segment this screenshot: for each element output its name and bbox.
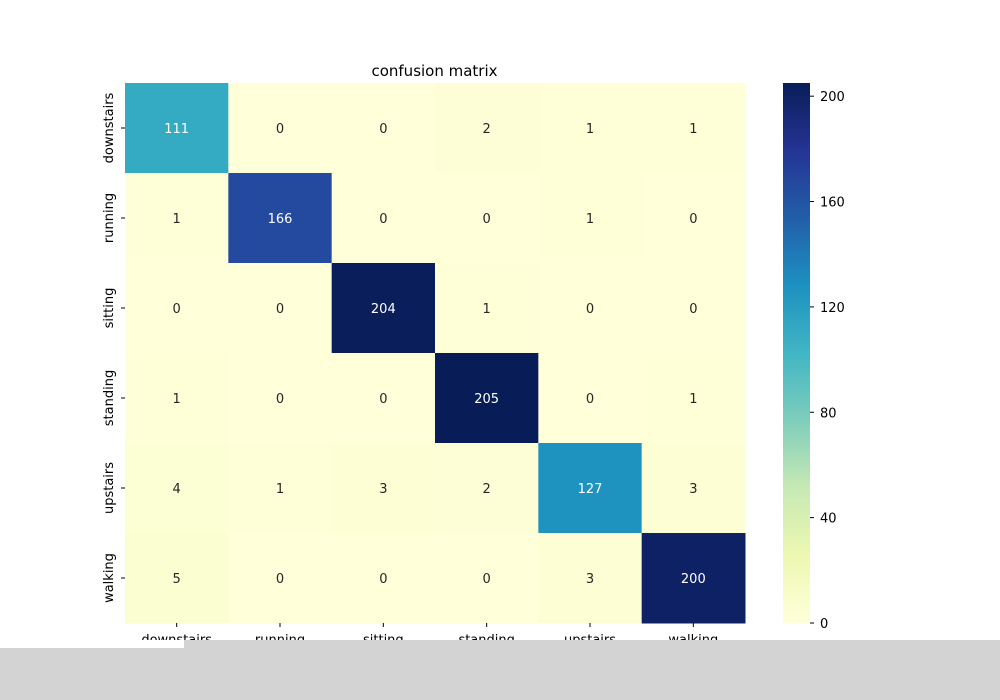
cell-value-label: 1 [689, 122, 697, 137]
cell-value-label: 2 [483, 482, 491, 497]
cell-value-label: 1 [586, 122, 594, 137]
cell-value-label: 1 [586, 212, 594, 227]
heatmap-cell [641, 443, 746, 534]
heatmap-cell [538, 443, 643, 534]
heatmap-cell [125, 533, 229, 624]
cell-value-label: 2 [483, 122, 491, 137]
cell-value-label: 0 [379, 122, 387, 137]
colorbar-tick-label: 0 [820, 617, 828, 632]
heatmap-cell [435, 83, 539, 174]
cell-value-label: 0 [276, 392, 284, 407]
cell-value-label: 0 [483, 572, 491, 587]
heatmap-cell [538, 173, 643, 264]
heatmap-cell [331, 353, 436, 444]
cell-value-label: 0 [379, 392, 387, 407]
heatmap-cell [228, 533, 333, 624]
heatmap-cell [641, 533, 746, 624]
cell-value-label: 0 [689, 302, 697, 317]
cell-value-label: 0 [586, 302, 594, 317]
cell-value-label: 200 [681, 572, 706, 587]
y-tick-label: sitting [102, 288, 117, 329]
cell-value-label: 5 [173, 572, 181, 587]
heatmap-cell [538, 83, 643, 174]
heatmap-cell [228, 83, 333, 174]
cell-value-label: 3 [586, 572, 594, 587]
heatmap-cell [125, 263, 229, 354]
cell-value-label: 1 [689, 392, 697, 407]
heatmap-cell [228, 263, 333, 354]
y-tick-label: downstairs [102, 92, 117, 163]
heatmap-cell [125, 173, 229, 264]
heatmap-cell [228, 443, 333, 534]
cell-value-label: 1 [276, 482, 284, 497]
heatmap-annotations: 111 0 0 2 1 11 166 0 0 1 00 0 204 1 0 01 0 0 205 0 14 1 3 2 127 3… [164, 122, 705, 587]
cell-value-label: 0 [586, 392, 594, 407]
heatmap-cell [331, 443, 436, 534]
heatmap-cell [435, 443, 539, 534]
cell-value-label: 0 [689, 212, 697, 227]
colorbar-gradient [783, 83, 810, 623]
heatmap-cell [228, 173, 333, 264]
heatmap-cell [641, 173, 746, 264]
cell-value-label: 3 [689, 482, 697, 497]
heatmap-cell [125, 443, 229, 534]
colorbar-tick-label: 80 [820, 406, 837, 421]
cell-value-label: 205 [474, 392, 499, 407]
heatmap-cell [435, 173, 539, 264]
colorbar-tick-label: 40 [820, 512, 837, 527]
y-tick-label: running [102, 193, 117, 243]
heatmap-cell [641, 83, 746, 174]
cell-value-label: 1 [483, 302, 491, 317]
cell-value-label: 3 [379, 482, 387, 497]
heatmap-cell [331, 173, 436, 264]
cell-value-label: 0 [173, 302, 181, 317]
heatmap-cell [641, 353, 746, 444]
bottom-gray-band [0, 640, 1000, 700]
cell-value-label: 0 [276, 122, 284, 137]
heatmap-cells [125, 83, 746, 624]
cell-value-label: 0 [483, 212, 491, 227]
heatmap-cell [435, 353, 539, 444]
y-tick-label: upstairs [102, 462, 117, 514]
cell-value-label: 127 [578, 482, 603, 497]
heatmap-cell [538, 263, 643, 354]
heatmap-cell [435, 533, 539, 624]
cell-value-label: 0 [379, 572, 387, 587]
heatmap-cell [125, 353, 229, 444]
colorbar-tick-label: 120 [820, 301, 845, 316]
cell-value-label: 111 [164, 122, 189, 137]
bottom-gray-tab [0, 640, 184, 648]
heatmap-cell [331, 263, 436, 354]
heatmap-cell [228, 353, 333, 444]
heatmap-cell [538, 353, 643, 444]
colorbar-tick-label: 160 [820, 196, 845, 211]
cell-value-label: 1 [173, 392, 181, 407]
cell-value-label: 0 [276, 572, 284, 587]
y-axis: downstairs running sitting standing upstairs… [102, 92, 125, 603]
cell-value-label: 4 [173, 482, 181, 497]
cell-value-label: 204 [371, 302, 396, 317]
cell-value-label: 0 [276, 302, 284, 317]
y-tick-label: standing [102, 370, 117, 426]
cell-value-label: 0 [379, 212, 387, 227]
heatmap-cell [331, 533, 436, 624]
colorbar: 0 40 80 120 160 200 [783, 83, 845, 632]
chart-title: confusion matrix [371, 62, 497, 80]
heatmap-cell [331, 83, 436, 174]
colorbar-tick-label: 200 [820, 90, 845, 105]
cell-value-label: 1 [173, 212, 181, 227]
heatmap-cell [538, 533, 643, 624]
cell-value-label: 166 [268, 212, 293, 227]
heatmap-cell [641, 263, 746, 354]
y-tick-label: walking [102, 553, 117, 603]
heatmap-cell [435, 263, 539, 354]
heatmap-cell [125, 83, 229, 174]
